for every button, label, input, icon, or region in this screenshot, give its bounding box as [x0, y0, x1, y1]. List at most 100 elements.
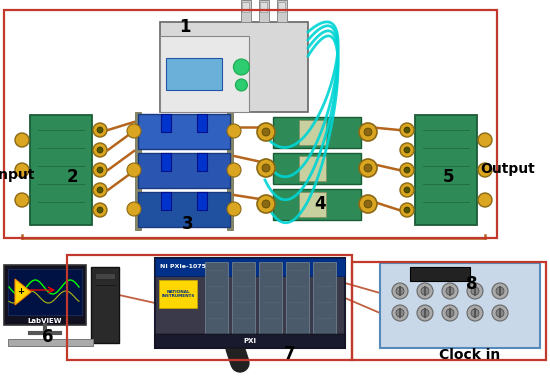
Circle shape	[396, 287, 404, 295]
Bar	[286, 262, 309, 344]
Bar	[278, 2, 285, 12]
Circle shape	[359, 159, 377, 177]
Circle shape	[262, 200, 270, 208]
Bar	[4, 265, 86, 325]
Bar	[241, 0, 251, 22]
Bar	[95, 273, 115, 279]
Text: 8: 8	[466, 275, 478, 293]
Circle shape	[97, 147, 103, 153]
Bar	[166, 58, 222, 90]
Circle shape	[471, 309, 479, 317]
Circle shape	[392, 305, 408, 321]
Circle shape	[492, 283, 508, 299]
Circle shape	[93, 123, 107, 137]
Polygon shape	[15, 279, 31, 305]
Circle shape	[496, 309, 504, 317]
Circle shape	[417, 283, 433, 299]
Circle shape	[404, 167, 410, 173]
Bar	[299, 156, 326, 181]
Bar	[380, 263, 540, 348]
Bar	[8, 339, 93, 346]
Text: Clock in: Clock in	[439, 348, 501, 362]
Bar	[91, 267, 119, 343]
Bar	[313, 262, 336, 344]
Bar	[197, 153, 207, 171]
Circle shape	[127, 163, 141, 177]
Circle shape	[421, 309, 429, 317]
Circle shape	[404, 187, 410, 193]
Bar	[138, 153, 230, 188]
Bar	[161, 192, 171, 210]
Circle shape	[15, 133, 29, 147]
Circle shape	[227, 202, 241, 216]
Circle shape	[97, 167, 103, 173]
Bar	[352, 262, 546, 360]
Text: 3: 3	[182, 215, 194, 233]
Bar	[260, 2, 267, 12]
Bar	[155, 258, 345, 276]
Text: LabVIEW: LabVIEW	[28, 318, 62, 324]
Text: NI PXIe-1075: NI PXIe-1075	[160, 265, 206, 270]
Bar	[415, 115, 477, 225]
Circle shape	[400, 143, 414, 157]
Circle shape	[233, 59, 249, 75]
Circle shape	[235, 79, 248, 91]
Circle shape	[364, 128, 372, 136]
Text: NATIONAL
INSTRUMENTS: NATIONAL INSTRUMENTS	[161, 290, 195, 298]
Text: 4: 4	[314, 195, 326, 213]
Bar	[205, 262, 228, 344]
Circle shape	[127, 124, 141, 138]
Circle shape	[400, 203, 414, 217]
Text: 7: 7	[284, 345, 296, 363]
Bar	[161, 114, 171, 132]
Circle shape	[478, 133, 492, 147]
Bar	[197, 192, 207, 210]
Bar	[197, 114, 207, 132]
Circle shape	[400, 123, 414, 137]
Circle shape	[227, 163, 241, 177]
Bar	[67, 255, 352, 360]
Text: +: +	[18, 288, 25, 296]
Circle shape	[257, 159, 275, 177]
Text: 6: 6	[42, 328, 54, 346]
Bar	[135, 112, 141, 230]
Circle shape	[97, 187, 103, 193]
Bar	[160, 22, 308, 112]
Circle shape	[400, 163, 414, 177]
Circle shape	[93, 183, 107, 197]
Circle shape	[446, 287, 454, 295]
Text: 5: 5	[442, 168, 454, 186]
Circle shape	[364, 200, 372, 208]
Circle shape	[404, 147, 410, 153]
Circle shape	[93, 143, 107, 157]
Circle shape	[404, 207, 410, 213]
Circle shape	[257, 123, 275, 141]
Circle shape	[127, 202, 141, 216]
Bar	[232, 262, 255, 344]
Circle shape	[262, 164, 270, 172]
Text: Input: Input	[0, 168, 35, 182]
Circle shape	[446, 309, 454, 317]
Bar	[155, 258, 345, 348]
Bar	[8, 269, 82, 315]
Circle shape	[93, 163, 107, 177]
Circle shape	[404, 127, 410, 133]
Bar	[299, 192, 326, 217]
Circle shape	[478, 193, 492, 207]
Text: 2: 2	[66, 168, 78, 186]
Circle shape	[492, 305, 508, 321]
Bar	[277, 0, 288, 22]
Bar	[273, 117, 361, 148]
Circle shape	[396, 309, 404, 317]
Circle shape	[359, 123, 377, 141]
Bar	[259, 262, 282, 344]
Circle shape	[97, 127, 103, 133]
Bar	[260, 0, 270, 22]
Circle shape	[496, 287, 504, 295]
Circle shape	[257, 195, 275, 213]
Circle shape	[93, 203, 107, 217]
Circle shape	[15, 193, 29, 207]
Bar	[4, 10, 497, 238]
Bar	[155, 334, 345, 348]
Circle shape	[467, 283, 483, 299]
